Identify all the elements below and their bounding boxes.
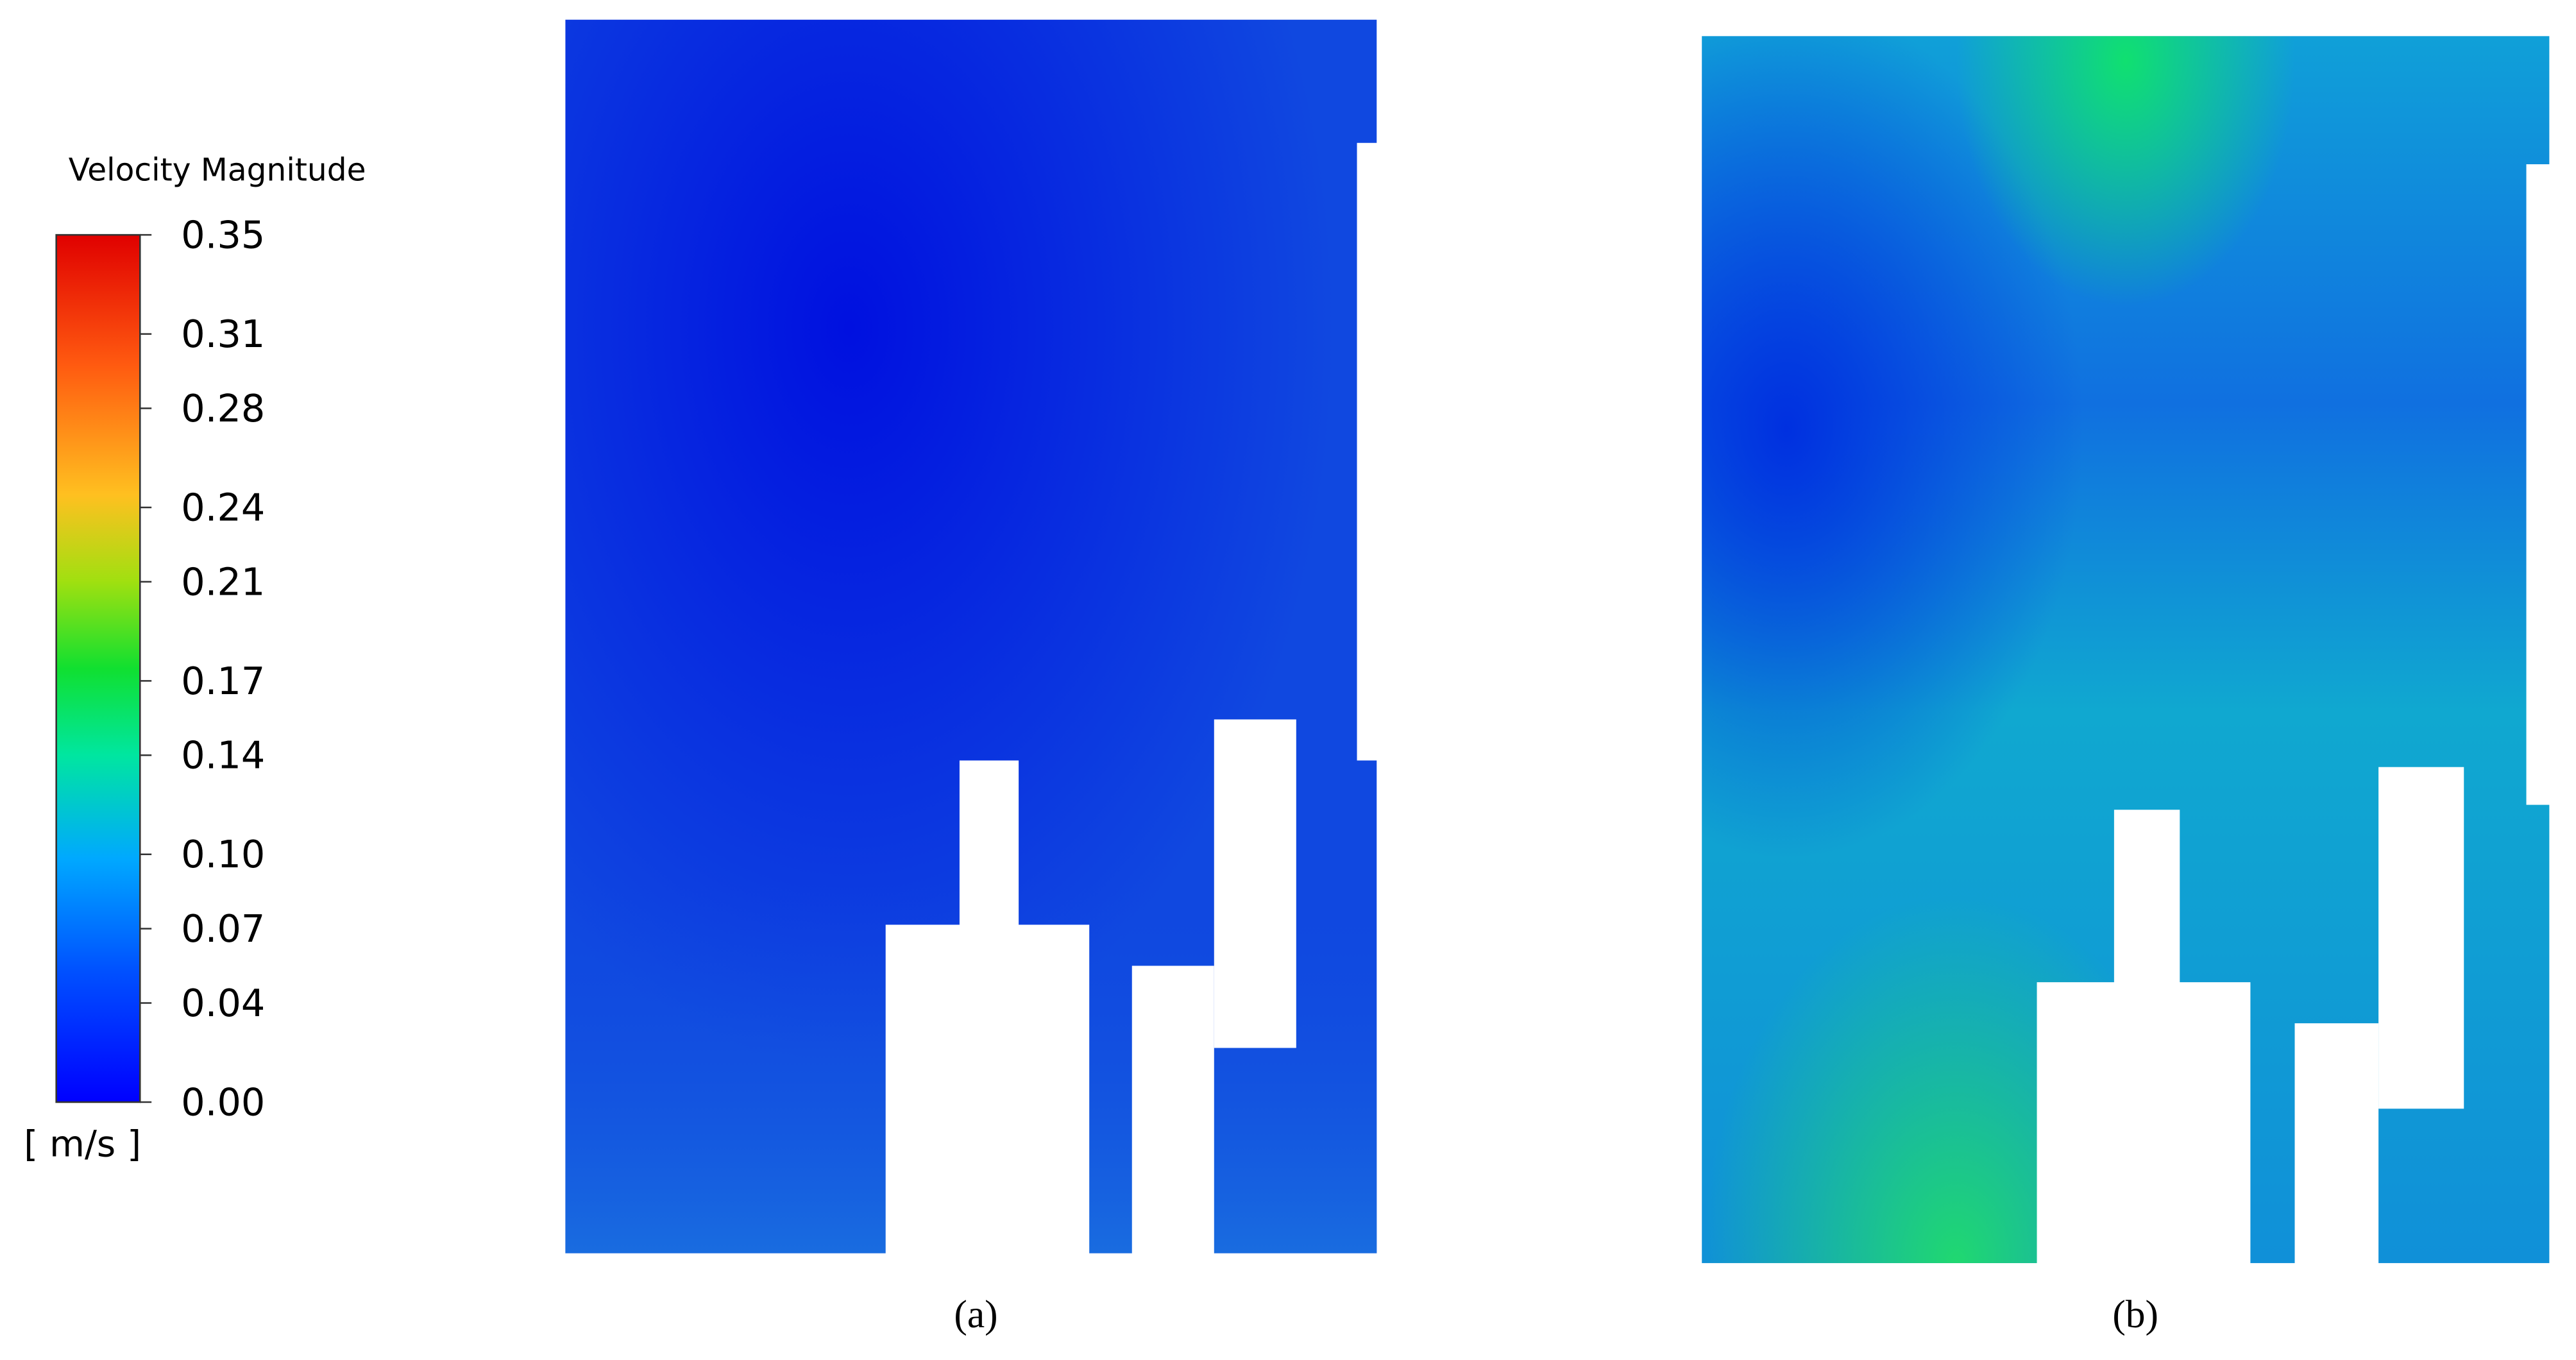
obstacle (1131, 965, 1214, 1257)
obstacle (959, 760, 1019, 928)
panel-b: (b) (1702, 36, 2553, 1336)
tick-label: 0.17 (181, 659, 265, 703)
tick-label: 0.31 (181, 312, 265, 356)
obstacle (885, 924, 1090, 1257)
panel-label: (b) (2112, 1293, 2158, 1336)
panel-a: (a) (565, 19, 1380, 1336)
panel-label: (a) (954, 1293, 997, 1336)
obstacle (2114, 810, 2180, 986)
outlet-notch (1357, 142, 1380, 761)
obstacle (2037, 982, 2251, 1267)
tick-label: 0.07 (181, 906, 265, 951)
colorbar-scale (55, 234, 141, 1103)
colorbar: Velocity Magnitude [ m/s ] 0.00 0.04 0.07 0… (24, 153, 366, 1166)
obstacle (1214, 719, 1296, 1048)
obstacle (2378, 767, 2464, 1109)
tick-label: 0.14 (181, 733, 265, 778)
tick-label: 0.00 (181, 1080, 265, 1125)
tick-label: 0.35 (181, 213, 265, 257)
tick-label: 0.28 (181, 386, 265, 430)
tick-label: 0.21 (181, 559, 265, 604)
tick-label: 0.04 (181, 981, 265, 1025)
tick-label: 0.24 (181, 485, 265, 529)
colorbar-title: Velocity Magnitude (69, 153, 366, 189)
tick-label: 0.10 (181, 832, 265, 876)
colorbar-unit: [ m/s ] (24, 1124, 141, 1166)
outlet-notch (2526, 164, 2553, 805)
obstacle (2294, 1023, 2379, 1267)
